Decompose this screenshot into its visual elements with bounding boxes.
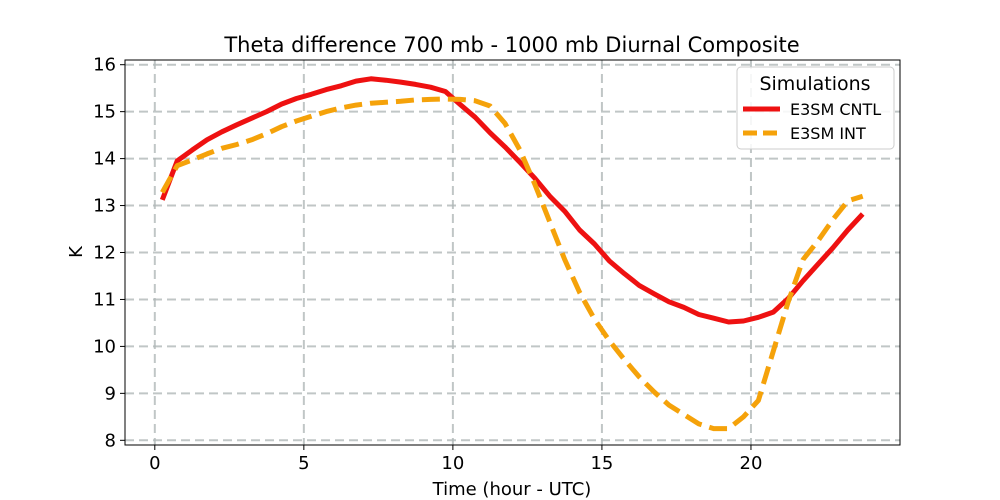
x-tick-label: 5 xyxy=(298,453,309,474)
x-tick-label: 10 xyxy=(441,453,464,474)
x-tick-label: 20 xyxy=(740,453,763,474)
y-tick-label: 9 xyxy=(105,383,116,404)
x-axis-title: Time (hour - UTC) xyxy=(432,479,592,500)
series-layer xyxy=(159,76,865,432)
legend-label-e3sm-cntl: E3SM CNTL xyxy=(790,100,881,119)
x-tick-label: 15 xyxy=(590,453,613,474)
ticks: 0 5 10 15 20 8 9 10 11 12 13 14 15 16 xyxy=(93,55,762,474)
legend-box xyxy=(736,66,895,150)
legend-label-e3sm-int: E3SM INT xyxy=(790,124,866,143)
series-line-e3sm-int xyxy=(160,96,864,432)
y-tick-label: 15 xyxy=(93,102,116,123)
chart-title: Theta difference 700 mb - 1000 mb Diurna… xyxy=(223,33,799,57)
legend: Simulations E3SM CNTL E3SM INT xyxy=(736,66,895,150)
y-tick-label: 16 xyxy=(93,55,116,76)
y-tick-label: 8 xyxy=(105,430,116,451)
y-tick-label: 14 xyxy=(93,149,116,170)
y-tick-label: 10 xyxy=(93,336,116,357)
x-tick-label: 0 xyxy=(149,453,160,474)
y-tick-label: 13 xyxy=(93,196,116,217)
y-tick-label: 12 xyxy=(93,243,116,264)
y-tick-label: 11 xyxy=(93,289,116,310)
grid xyxy=(125,60,900,445)
y-axis-title: K xyxy=(66,245,87,258)
series-line-e3sm-cntl xyxy=(159,76,865,325)
legend-title: Simulations xyxy=(759,73,870,95)
